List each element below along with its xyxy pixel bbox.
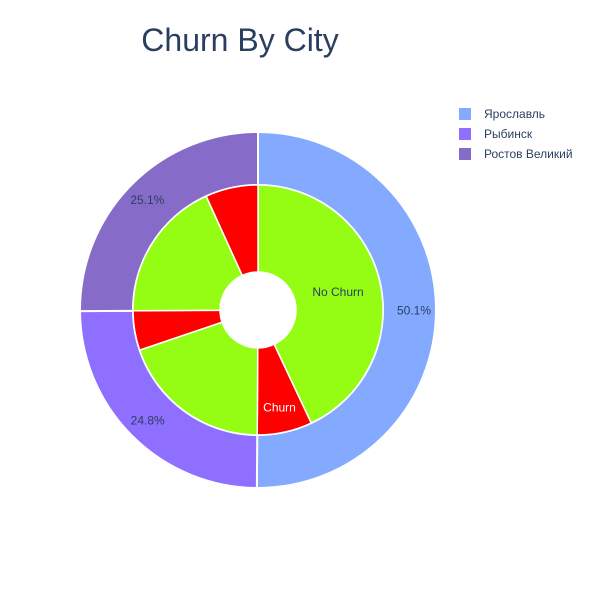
- legend-item-3[interactable]: Ростов Великий: [484, 147, 573, 161]
- inner-slice-no-churn: [257, 184, 384, 425]
- legend-item-1[interactable]: Ярославль: [484, 107, 545, 121]
- legend-item-2[interactable]: Рыбинск: [484, 127, 533, 141]
- outer-percent-label: 24.8%: [131, 413, 165, 427]
- chart-title: Churn By City: [141, 22, 338, 58]
- legend-swatch[interactable]: [459, 128, 471, 140]
- outer-percent-label: 25.1%: [130, 193, 164, 207]
- outer-percent-label: 50.1%: [397, 303, 431, 317]
- legend-swatch[interactable]: [459, 108, 471, 120]
- inner-label-no-churn: No Churn: [312, 285, 363, 299]
- inner-slice-churn: [205, 184, 259, 277]
- legend-swatch[interactable]: [459, 148, 471, 160]
- inner-slice-no-churn: [138, 321, 259, 436]
- inner-ring: No Churn Churn: [132, 184, 384, 436]
- inner-label-churn: Churn: [263, 401, 296, 415]
- legend: Ярославль Рыбинск Ростов Великий: [459, 107, 573, 161]
- inner-slice-no-churn: [132, 195, 244, 312]
